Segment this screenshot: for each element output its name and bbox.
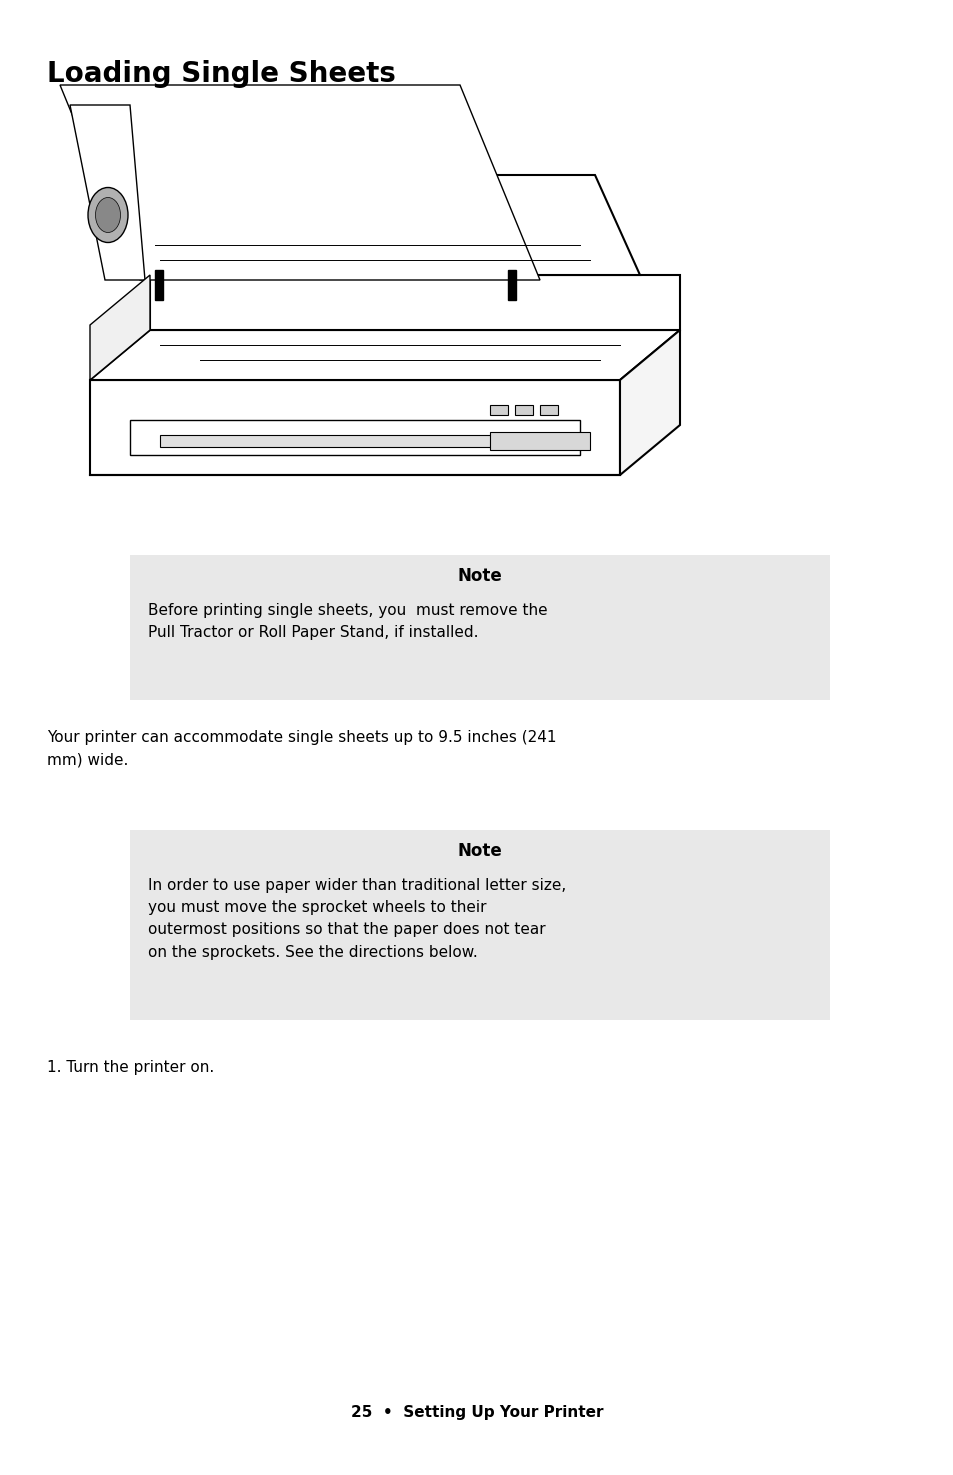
Polygon shape xyxy=(160,435,539,447)
Polygon shape xyxy=(130,420,579,454)
FancyBboxPatch shape xyxy=(130,830,829,1021)
Polygon shape xyxy=(105,176,639,274)
Polygon shape xyxy=(90,381,619,475)
Text: Your printer can accommodate single sheets up to 9.5 inches (241
mm) wide.: Your printer can accommodate single shee… xyxy=(47,730,556,767)
Bar xyxy=(154,270,163,299)
Bar xyxy=(507,270,516,299)
Text: Note: Note xyxy=(457,842,502,860)
Bar xyxy=(539,406,558,414)
Text: 25  •  Setting Up Your Printer: 25 • Setting Up Your Printer xyxy=(351,1406,602,1420)
Polygon shape xyxy=(619,330,679,475)
Bar xyxy=(515,406,533,414)
Ellipse shape xyxy=(95,198,120,233)
Polygon shape xyxy=(90,330,679,381)
Text: In order to use paper wider than traditional letter size,
you must move the spro: In order to use paper wider than traditi… xyxy=(148,878,566,960)
Polygon shape xyxy=(150,274,679,330)
Polygon shape xyxy=(60,86,539,280)
Text: Note: Note xyxy=(457,566,502,586)
Bar xyxy=(490,406,507,414)
Polygon shape xyxy=(90,274,150,381)
Text: Loading Single Sheets: Loading Single Sheets xyxy=(47,60,395,88)
Text: Before printing single sheets, you  must remove the
Pull Tractor or Roll Paper S: Before printing single sheets, you must … xyxy=(148,603,547,640)
Ellipse shape xyxy=(88,187,128,242)
Polygon shape xyxy=(70,105,145,280)
Bar xyxy=(490,432,589,450)
FancyBboxPatch shape xyxy=(130,555,829,701)
Text: 1. Turn the printer on.: 1. Turn the printer on. xyxy=(47,1061,214,1075)
